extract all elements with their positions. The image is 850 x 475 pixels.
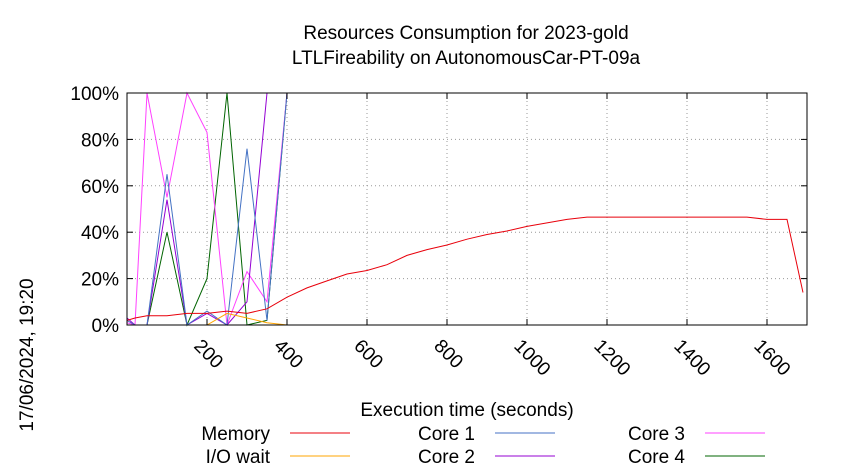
y-tick-label: 0%: [92, 316, 120, 337]
plot-frame: [126, 92, 808, 326]
x-axis-label: Execution time (seconds): [360, 400, 573, 421]
series-line-core-3: [126, 91, 807, 326]
timestamp-label: 17/06/2024, 19:20: [17, 278, 38, 431]
legend-label: I/O wait: [206, 447, 271, 468]
y-tick-label: 100%: [70, 84, 119, 105]
x-tick-label: 1200: [589, 336, 634, 381]
legend-label: Core 4: [628, 447, 685, 468]
x-axis-ticks: 200 400 600 800 1000 1200 1400 1600: [189, 93, 794, 380]
y-tick-label: 20%: [81, 270, 119, 291]
x-tick-label: 1600: [749, 336, 794, 381]
chart-subtitle: LTLFireability on AutonomousCar-PT-09a: [292, 48, 641, 69]
x-tick-label: 1400: [669, 336, 714, 381]
series-line-core-1: [126, 92, 807, 326]
series-line-core-4: [127, 92, 807, 327]
x-tick-label: 1000: [509, 336, 554, 381]
y-tick-label: 60%: [81, 177, 119, 198]
grid-lines: [127, 93, 807, 325]
x-tick-label: 200: [189, 336, 226, 373]
x-tick-label: 600: [349, 336, 386, 373]
y-tick-label: 80%: [81, 130, 119, 151]
series-line-memory: [126, 216, 804, 321]
series-lines: [126, 91, 807, 327]
x-tick-label: 800: [429, 336, 466, 373]
chart-title: Resources Consumption for 2023-gold: [303, 23, 628, 44]
legend-label: Core 3: [628, 424, 685, 445]
legend-label: Core 2: [418, 447, 475, 468]
legend-label: Core 1: [418, 424, 475, 445]
series-line-core-2: [126, 92, 807, 326]
y-tick-label: 40%: [81, 223, 119, 244]
y-axis-ticks: 0% 20% 40% 60% 80% 100%: [70, 84, 807, 337]
legend-label: Memory: [201, 424, 270, 445]
x-tick-label: 400: [269, 336, 306, 373]
